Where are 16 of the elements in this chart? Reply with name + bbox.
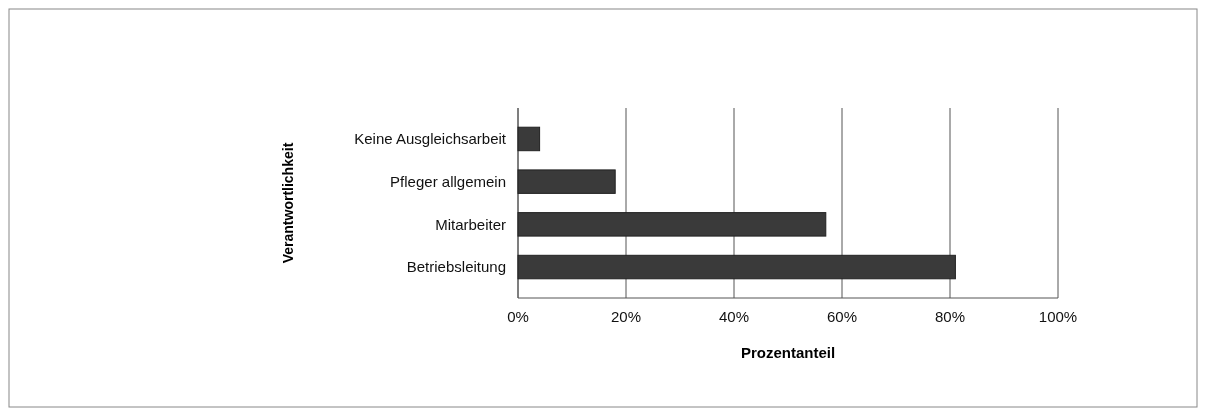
y-tick-label: Pfleger allgemein (390, 172, 506, 190)
x-tick-label: 0% (507, 308, 529, 325)
x-tick-label: 20% (610, 308, 642, 325)
bar (517, 254, 956, 280)
x-axis-title: Prozentanteil (740, 344, 836, 361)
x-tick-label: 60% (826, 308, 858, 325)
y-tick-label: Keine Ausgleichsarbeit (354, 130, 507, 148)
x-tick-label: 40% (718, 308, 750, 325)
y-tick-label: Mitarbeiter (435, 215, 506, 233)
y-tick-label: Betriebsleitung (406, 258, 506, 276)
bar (517, 169, 616, 194)
y-axis-title: Verantwortlichkeit (280, 142, 296, 264)
x-tick-label: 100% (1038, 308, 1078, 325)
x-tick-label: 80% (934, 308, 966, 325)
bar (517, 212, 827, 237)
bar (517, 126, 541, 152)
